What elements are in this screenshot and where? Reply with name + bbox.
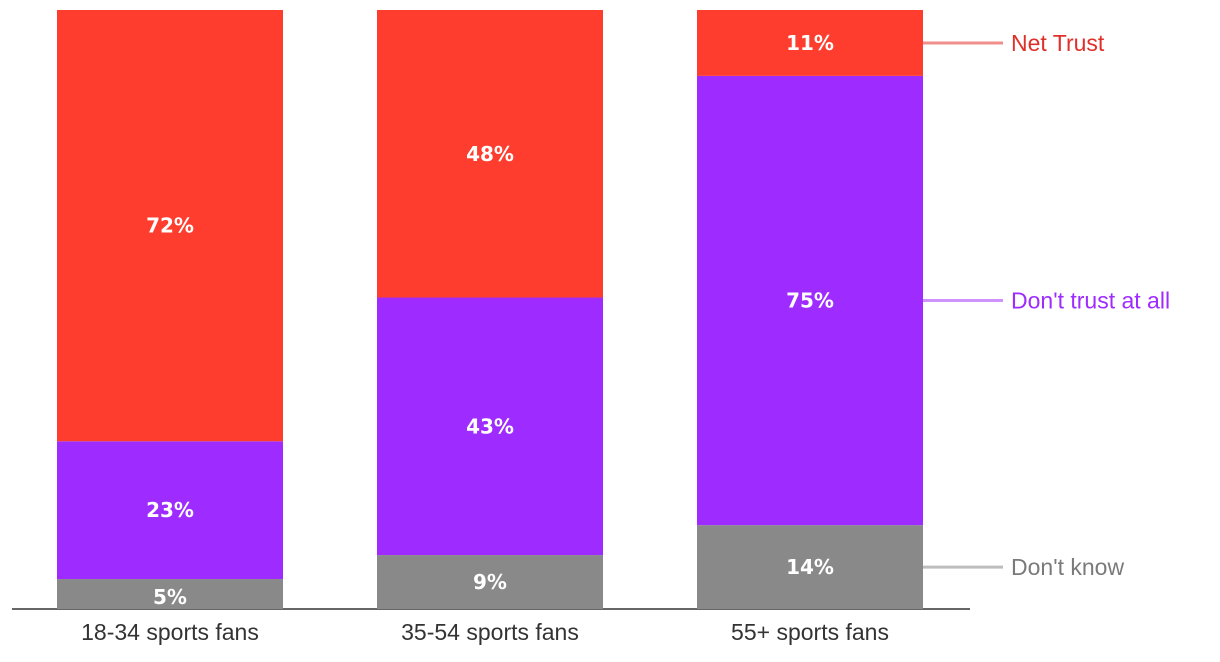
bar-segment-don-t-trust-at-all-18-34-sports-fans bbox=[57, 441, 283, 580]
legend-label-don-t-know: Don't know bbox=[1011, 554, 1124, 580]
data-label-don-t-trust-at-all-55-sports-fans: 75% bbox=[786, 289, 834, 313]
bar-segment-don-t-know-35-54-sports-fans bbox=[377, 555, 603, 609]
data-label-net-trust-35-54-sports-fans: 48% bbox=[466, 142, 514, 166]
bar-segment-don-t-know-55-sports-fans bbox=[697, 525, 923, 609]
bar-segment-don-t-trust-at-all-35-54-sports-fans bbox=[377, 297, 603, 556]
bar-segment-net-trust-55-sports-fans bbox=[697, 10, 923, 76]
bar-segment-don-t-know-18-34-sports-fans bbox=[57, 579, 283, 609]
data-label-net-trust-55-sports-fans: 11% bbox=[786, 31, 834, 55]
legend-label-don-t-trust-at-all: Don't trust at all bbox=[1011, 288, 1170, 314]
category-label-35-54-sports-fans: 35-54 sports fans bbox=[401, 619, 579, 645]
category-labels-group: 18-34 sports fans 35-54 sports fans 55+ sp… bbox=[81, 619, 889, 645]
data-label-don-t-know-18-34-sports-fans: 5% bbox=[153, 585, 187, 609]
bar-segment-net-trust-35-54-sports-fans bbox=[377, 10, 603, 298]
data-label-don-t-know-55-sports-fans: 14% bbox=[786, 555, 834, 579]
data-label-don-t-trust-at-all-35-54-sports-fans: 43% bbox=[466, 414, 514, 438]
data-label-net-trust-18-34-sports-fans: 72% bbox=[146, 214, 194, 238]
bar-segment-don-t-trust-at-all-55-sports-fans bbox=[697, 75, 923, 526]
data-label-don-t-trust-at-all-18-34-sports-fans: 23% bbox=[146, 498, 194, 522]
category-label-55-sports-fans: 55+ sports fans bbox=[731, 619, 889, 645]
legend-label-net-trust: Net Trust bbox=[1011, 30, 1105, 56]
bars-group: 5% 23% 72% 9% 43% 48% 14% 75% 11% bbox=[57, 10, 923, 609]
category-label-18-34-sports-fans: 18-34 sports fans bbox=[81, 619, 259, 645]
legend: Net Trust Don't trust at all Don't know bbox=[923, 30, 1170, 580]
bar-segment-net-trust-18-34-sports-fans bbox=[57, 10, 283, 442]
data-label-don-t-know-35-54-sports-fans: 9% bbox=[473, 570, 507, 594]
